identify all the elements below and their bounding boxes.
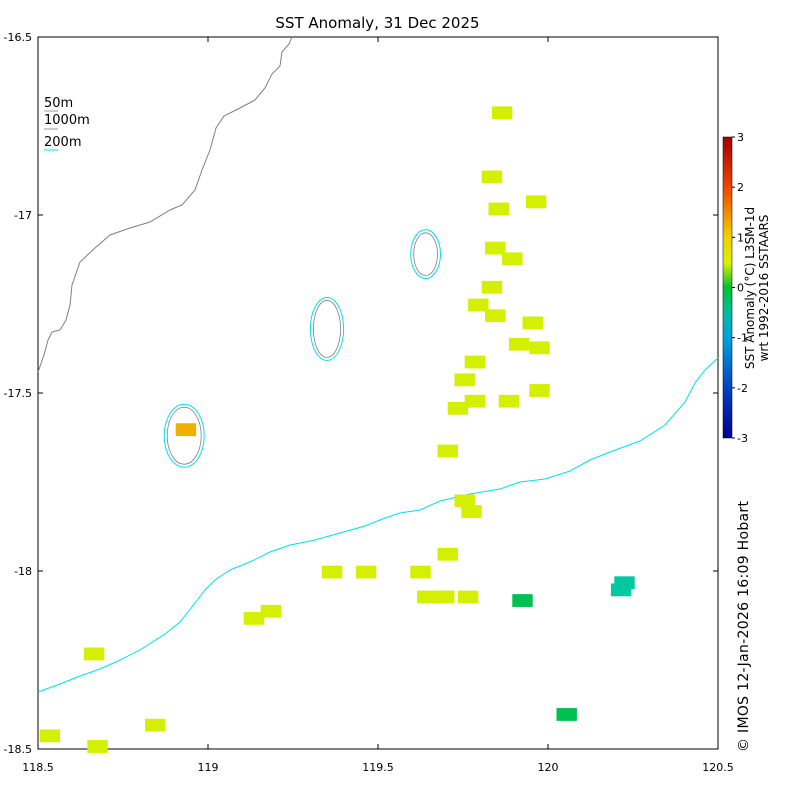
- anomaly-cell: [260, 604, 282, 618]
- y-tick-label: -18: [14, 565, 32, 578]
- anomaly-cell: [461, 505, 482, 518]
- anomaly-cell: [175, 423, 197, 437]
- y-tick-label: -17: [14, 209, 32, 222]
- x-axis-ticks: 118.5 119 119.5 120 120.5: [22, 37, 734, 774]
- island-contour-200m-1: [309, 296, 345, 361]
- map-title: SST Anomaly, 31 Dec 2025: [275, 14, 480, 32]
- anomaly-cell: [512, 594, 533, 607]
- anomaly-cell: [468, 298, 489, 312]
- y-tick-label: -16.5: [4, 31, 32, 44]
- anomaly-cell: [243, 611, 265, 625]
- legend-item-200m: 200m: [44, 135, 81, 150]
- contour-200m-line: [37, 357, 719, 693]
- anomaly-cell: [39, 729, 61, 743]
- anomaly-cell: [454, 494, 475, 508]
- colorbar-ticks: 3 2 1 0 -1 -2 -3: [732, 131, 748, 445]
- anomaly-cell: [529, 384, 550, 397]
- anomaly-cell: [481, 280, 503, 294]
- anomaly-cell: [457, 590, 479, 604]
- island-coastline-2: [413, 232, 438, 276]
- anomaly-cells-layer: [39, 106, 635, 753]
- anomaly-cell: [83, 647, 105, 661]
- x-tick-label: 120: [538, 761, 559, 774]
- anomaly-cell: [522, 316, 543, 330]
- anomaly-cell: [498, 394, 520, 408]
- colorbar-label-line2: wrt 1992-2016 SSTAARS: [757, 214, 771, 362]
- anomaly-cell: [410, 565, 431, 579]
- anomaly-cell: [87, 740, 108, 753]
- anomaly-cell: [355, 565, 377, 579]
- anomaly-cell: [437, 547, 458, 561]
- y-axis-ticks: -16.5 -17 -17.5 -18 -18.5: [4, 31, 718, 756]
- anomaly-cell: [434, 590, 455, 604]
- anomaly-cell: [488, 202, 509, 216]
- anomaly-cell: [610, 583, 632, 597]
- credit-text: © IMOS 12-Jan-2026 16:09 Hobart: [736, 500, 752, 752]
- island-contour-200m-2: [410, 229, 442, 280]
- anomaly-cell: [481, 170, 503, 184]
- anomaly-cell: [454, 373, 475, 387]
- contour-legend: 50m 1000m 200m: [44, 96, 90, 151]
- x-tick-label: 120.5: [702, 761, 734, 774]
- anomaly-cell: [447, 401, 469, 415]
- anomaly-cell: [508, 337, 530, 351]
- colorbar-label-line1: SST Anomaly (°C) L3SM-1d: [743, 206, 757, 370]
- x-tick-label: 119: [198, 761, 219, 774]
- anomaly-cell: [437, 444, 458, 458]
- anomaly-cell: [502, 252, 523, 266]
- colorbar-tick-label: 2: [737, 181, 744, 194]
- colorbar-tick-label: -3: [737, 432, 748, 445]
- anomaly-cell: [525, 195, 547, 209]
- colorbar-tick-label: -1: [737, 332, 748, 345]
- anomaly-cell: [556, 708, 577, 721]
- x-tick-label: 118.5: [22, 761, 54, 774]
- anomaly-cell: [321, 565, 343, 579]
- anomaly-cell: [145, 718, 166, 732]
- x-tick-label: 119.5: [362, 761, 394, 774]
- colorbar-tick-label: 3: [737, 131, 744, 144]
- y-tick-label: -17.5: [4, 387, 32, 400]
- y-tick-label: -18.5: [4, 743, 32, 756]
- islands-layer: [163, 229, 442, 468]
- anomaly-cell: [491, 106, 513, 120]
- colorbar-tick-label: 1: [737, 231, 744, 244]
- island-coastline-0: [166, 406, 202, 465]
- map-frame: [37, 36, 719, 750]
- colorbar-tick-label: -2: [737, 382, 748, 395]
- anomaly-cell: [529, 341, 550, 355]
- legend-item-1000m: 1000m: [44, 113, 90, 128]
- anomaly-cell: [485, 309, 506, 323]
- island-contour-200m-0: [163, 403, 205, 468]
- anomaly-cell: [485, 241, 506, 255]
- mainland-coastline: [37, 36, 293, 373]
- anomaly-cell: [464, 394, 486, 408]
- island-coastline-1: [312, 300, 341, 358]
- legend-item-50m: 50m: [44, 96, 73, 111]
- colorbar-tick-label: 0: [737, 282, 744, 295]
- colorbar: [722, 136, 733, 439]
- anomaly-cell: [417, 590, 438, 604]
- anomaly-cell: [464, 355, 486, 369]
